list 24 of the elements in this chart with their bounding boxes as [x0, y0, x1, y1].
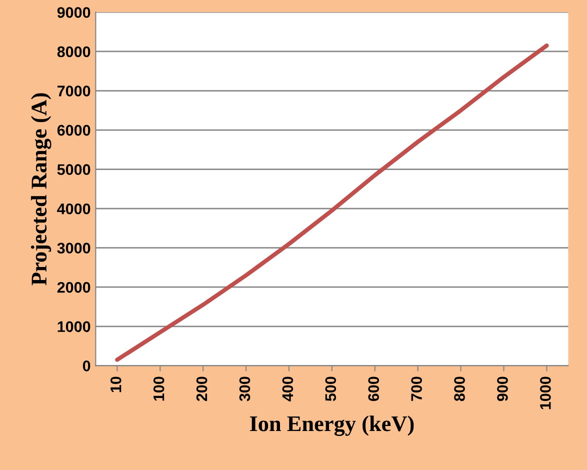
y-tick-label: 6000 — [57, 124, 90, 136]
x-axis-title: Ion Energy (keV) — [250, 416, 414, 436]
x-tick-label: 400 — [282, 376, 294, 402]
x-tick-label: 1000 — [540, 376, 551, 410]
y-tick-label: 1000 — [58, 321, 90, 332]
x-tick-label: 10 — [110, 376, 122, 392]
x-tick-label: 100 — [153, 376, 164, 401]
line-series — [115, 44, 549, 362]
y-tick-label: 8000 — [57, 46, 90, 58]
x-tick-label: 300 — [239, 376, 250, 402]
x-tick-label: 200 — [196, 376, 208, 402]
y-tick-label: 5000 — [57, 164, 90, 175]
y-tick-label: 7000 — [57, 86, 90, 96]
y-tick-label: 9000 — [57, 7, 90, 18]
x-tick-label: 500 — [325, 376, 336, 402]
y-axis-title: Projected Range (A) — [30, 93, 52, 286]
y-tick-label: 4000 — [57, 203, 90, 214]
y-tick-label: 0 — [82, 360, 90, 372]
x-tick-label: 700 — [411, 376, 422, 401]
x-tick-label: 600 — [368, 376, 380, 402]
x-tick-label: 900 — [497, 376, 508, 402]
y-tick-label: 2000 — [57, 282, 90, 293]
x-tick-label: 800 — [454, 376, 465, 402]
y-tick-label: 3000 — [57, 242, 90, 254]
